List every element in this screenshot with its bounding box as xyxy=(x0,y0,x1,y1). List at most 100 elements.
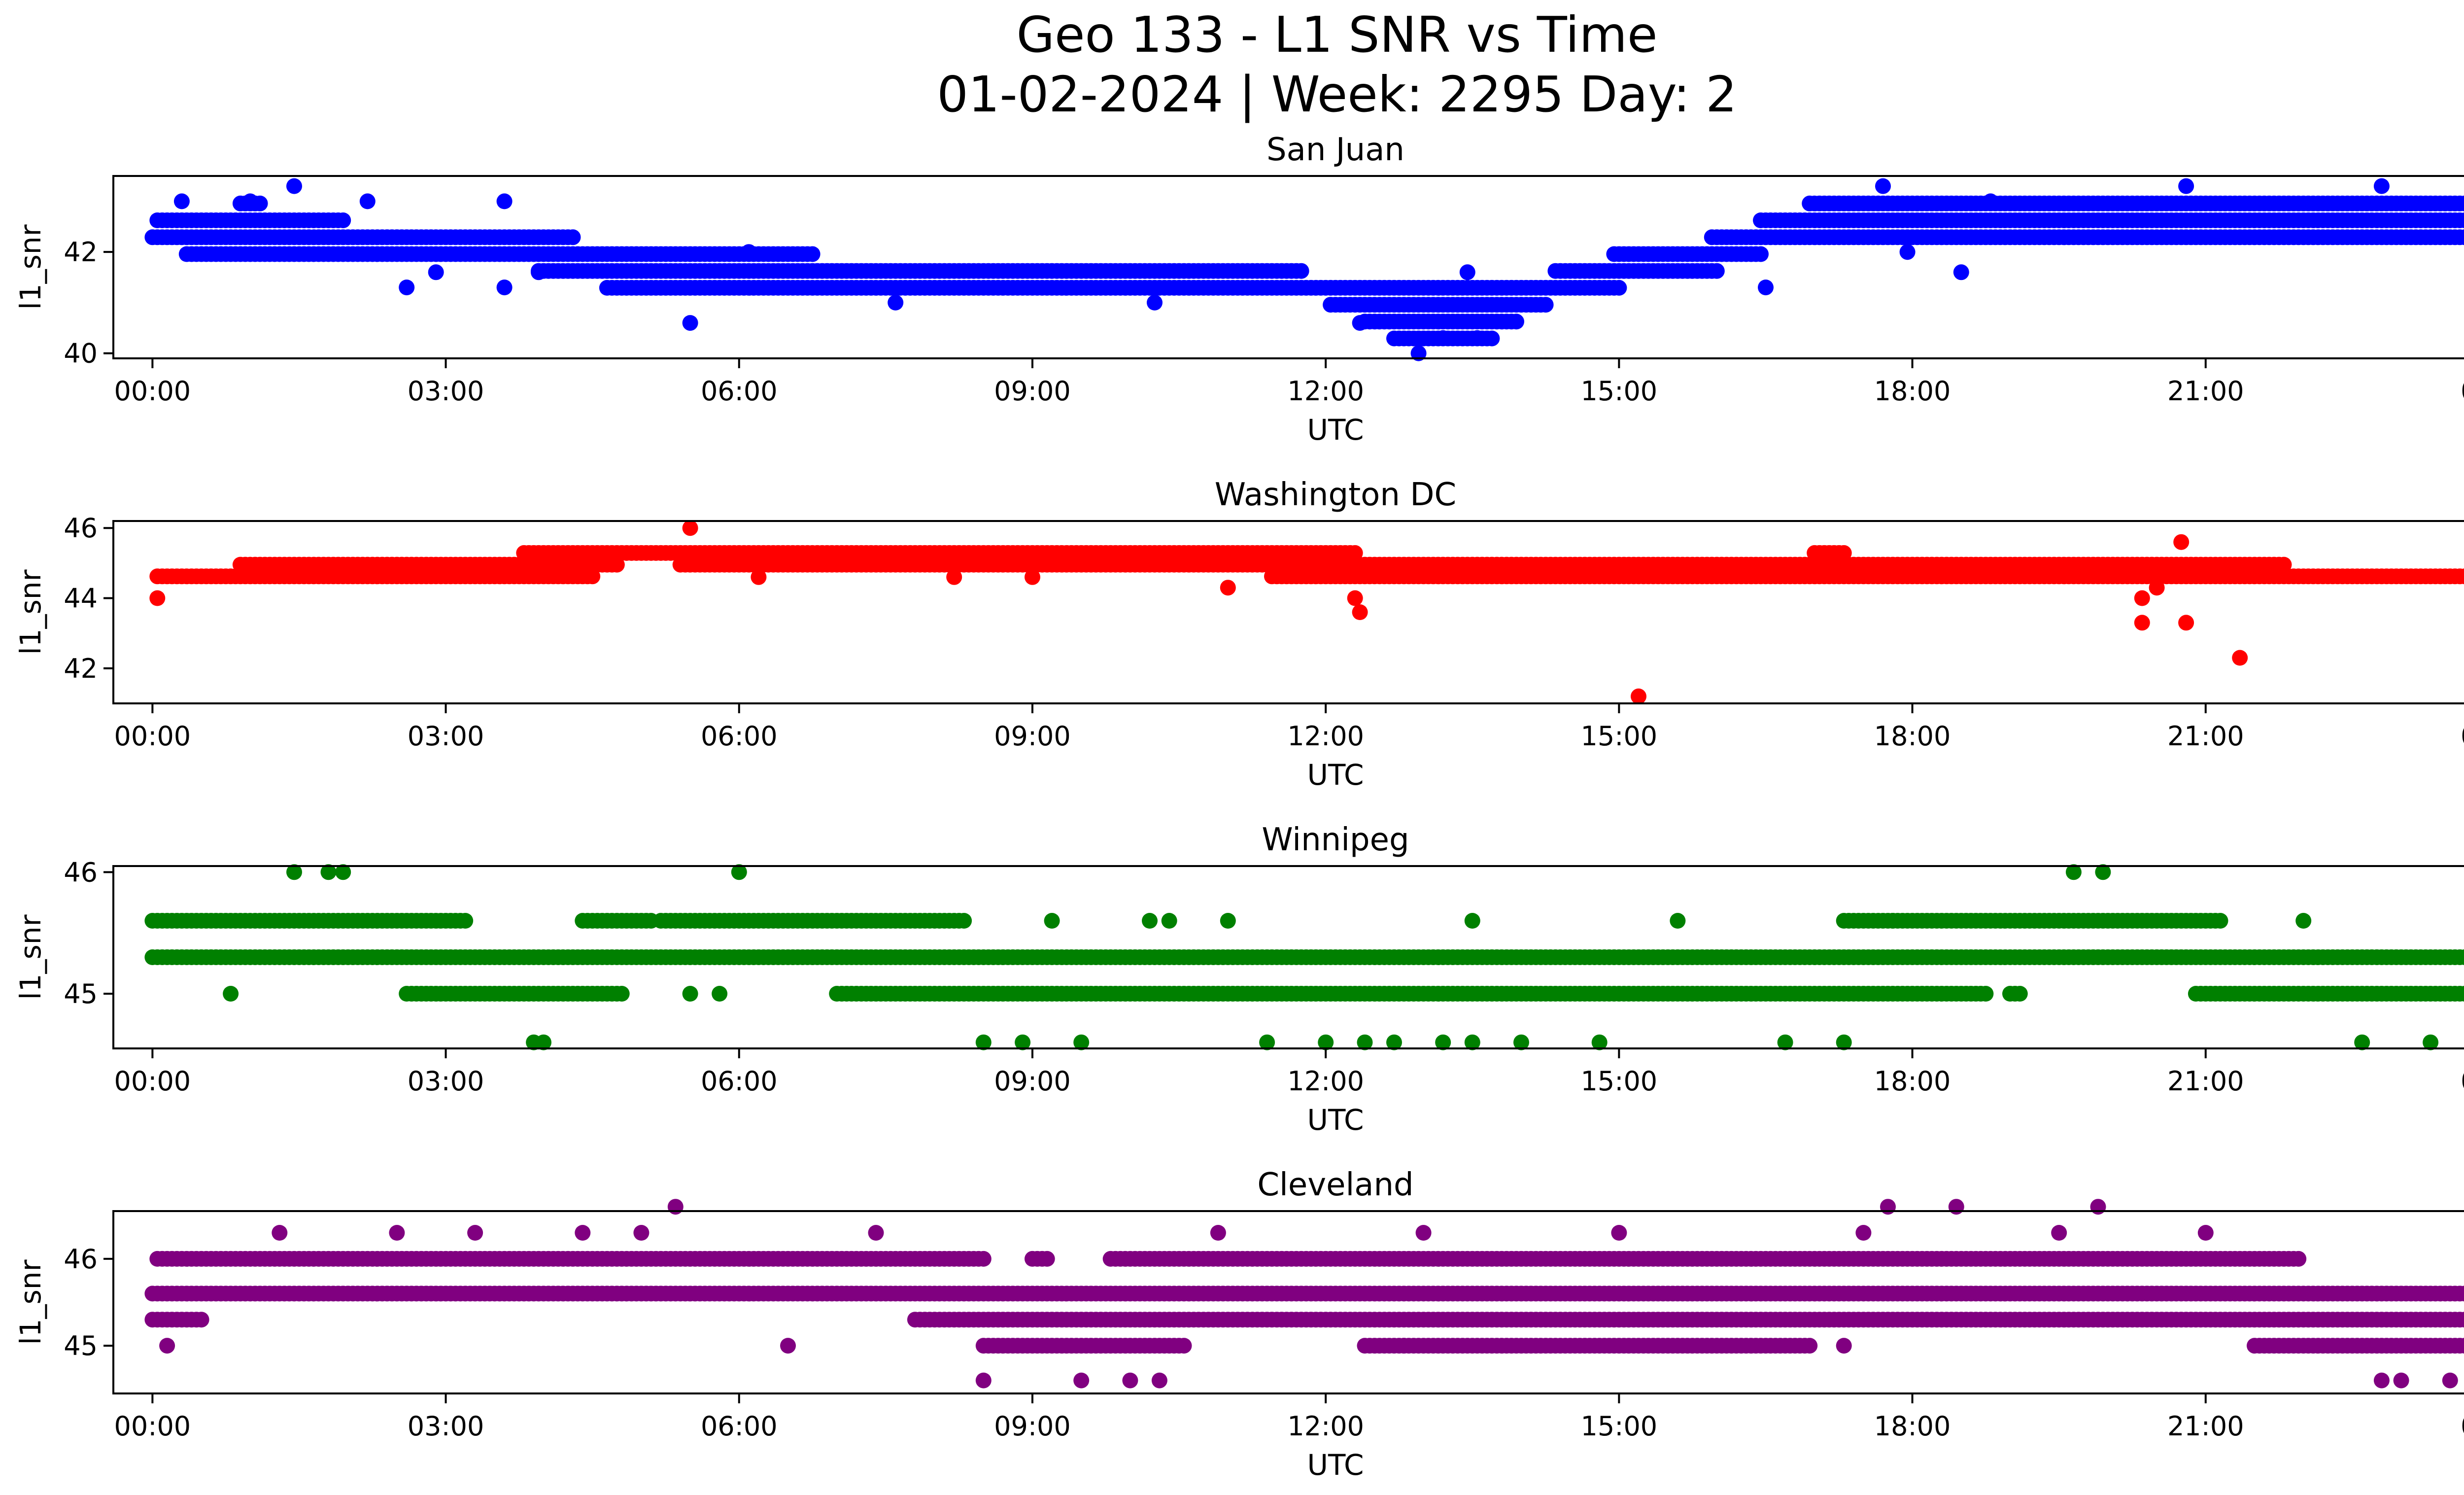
data-point xyxy=(335,212,351,228)
data-point xyxy=(1122,1372,1138,1389)
data-point xyxy=(1899,244,1916,260)
x-tick-label: 15:00 xyxy=(1581,376,1658,407)
data-point xyxy=(946,569,962,585)
data-point xyxy=(682,315,698,331)
subplot-winnipeg: Winnipeg 00:00 03:00 06:00 09:00 12:00 15:00 18… xyxy=(14,822,2464,1137)
data-point xyxy=(193,1312,209,1328)
data-point xyxy=(1161,913,1177,929)
data-point xyxy=(428,264,444,280)
x-axis-label: UTC xyxy=(1307,1103,1364,1137)
subplot-title: Winnipeg xyxy=(1262,822,1409,858)
data-point xyxy=(956,913,972,929)
data-point xyxy=(467,1225,483,1241)
data-point xyxy=(2149,580,2165,596)
x-tick-label: 09:00 xyxy=(994,376,1071,407)
data-point xyxy=(286,178,302,194)
y-axis-label: l1_snr xyxy=(14,224,47,310)
data-point xyxy=(2212,913,2228,929)
data-point xyxy=(1670,913,1686,929)
data-point xyxy=(2134,590,2150,606)
data-point xyxy=(2232,650,2248,666)
data-point xyxy=(2134,615,2150,631)
data-point xyxy=(1978,986,1994,1002)
data-point xyxy=(1953,264,1969,280)
data-point xyxy=(2457,229,2464,245)
data-point xyxy=(1073,1372,1090,1389)
data-point xyxy=(1220,913,1236,929)
y-axis-label: l1_snr xyxy=(14,914,47,1000)
data-point xyxy=(741,244,757,260)
data-point xyxy=(575,1225,591,1241)
data-point xyxy=(1151,1372,1167,1389)
data-point xyxy=(565,229,581,245)
data-point xyxy=(1484,330,1500,347)
x-axis-label: UTC xyxy=(1307,413,1364,447)
y-tick-label: 46 xyxy=(64,513,98,544)
data-point xyxy=(1147,294,1163,311)
data-point xyxy=(1709,263,1725,279)
data-point xyxy=(780,1338,796,1354)
x-tick-label: 00:00 xyxy=(2461,1411,2464,1442)
data-point xyxy=(1611,1225,1627,1241)
scatter-points xyxy=(149,520,2464,704)
x-tick-label: 12:00 xyxy=(1287,1066,1364,1097)
data-point xyxy=(1983,193,1999,209)
data-point xyxy=(2457,212,2464,228)
x-tick-label: 18:00 xyxy=(1874,721,1951,752)
data-point xyxy=(496,279,513,296)
data-point xyxy=(2462,198,2464,209)
data-point xyxy=(1410,345,1427,361)
data-point xyxy=(1884,913,1901,929)
data-point xyxy=(1753,246,1769,262)
data-point xyxy=(496,193,513,209)
data-point xyxy=(2373,178,2390,194)
x-tick-label: 21:00 xyxy=(2167,721,2244,752)
plot-frame xyxy=(112,520,2464,704)
x-tick-label: 03:00 xyxy=(408,1411,484,1442)
data-point xyxy=(2393,1372,2409,1389)
data-point xyxy=(173,193,190,209)
data-point xyxy=(399,279,415,296)
x-tick-label: 06:00 xyxy=(701,1066,778,1097)
y-tick-label: 45 xyxy=(64,978,98,1009)
x-axis-label: UTC xyxy=(1307,758,1364,792)
data-point xyxy=(633,1225,650,1241)
y-tick-label: 42 xyxy=(64,237,98,268)
x-tick-label: 00:00 xyxy=(114,721,191,752)
data-point xyxy=(2173,534,2190,550)
data-point xyxy=(2457,568,2464,585)
y-axis-label: l1_snr xyxy=(14,569,47,655)
data-point xyxy=(1352,315,1368,331)
x-tick-label: 06:00 xyxy=(701,1411,778,1442)
data-point xyxy=(1508,313,1524,330)
data-point xyxy=(1802,1338,1818,1354)
data-point xyxy=(1396,1338,1412,1354)
x-tick-label: 15:00 xyxy=(1581,1066,1658,1097)
x-tick-label: 03:00 xyxy=(408,1066,484,1097)
data-point xyxy=(159,1338,175,1354)
data-point xyxy=(272,1225,288,1241)
x-tick-label: 00:00 xyxy=(2461,1066,2464,1097)
x-tick-label: 12:00 xyxy=(1287,376,1364,407)
data-point xyxy=(2462,214,2464,226)
data-point xyxy=(1293,263,1309,279)
y-tick-label: 46 xyxy=(64,857,98,888)
data-point xyxy=(1220,580,1236,596)
x-tick-label: 09:00 xyxy=(994,1066,1071,1097)
data-point xyxy=(2090,1199,2106,1215)
data-point xyxy=(149,590,166,606)
data-point xyxy=(1469,330,1485,346)
data-point xyxy=(682,520,698,536)
x-tick-label: 18:00 xyxy=(1874,1066,1951,1097)
y-axis-label: l1_snr xyxy=(14,1259,47,1345)
x-tick-label: 18:00 xyxy=(1874,1411,1951,1442)
x-tick-label: 12:00 xyxy=(1287,721,1364,752)
data-point xyxy=(667,1199,684,1215)
x-tick-label: 00:00 xyxy=(114,1066,191,1097)
x-tick-label: 09:00 xyxy=(994,721,1071,752)
data-point xyxy=(2197,1225,2214,1241)
data-point xyxy=(223,986,239,1002)
